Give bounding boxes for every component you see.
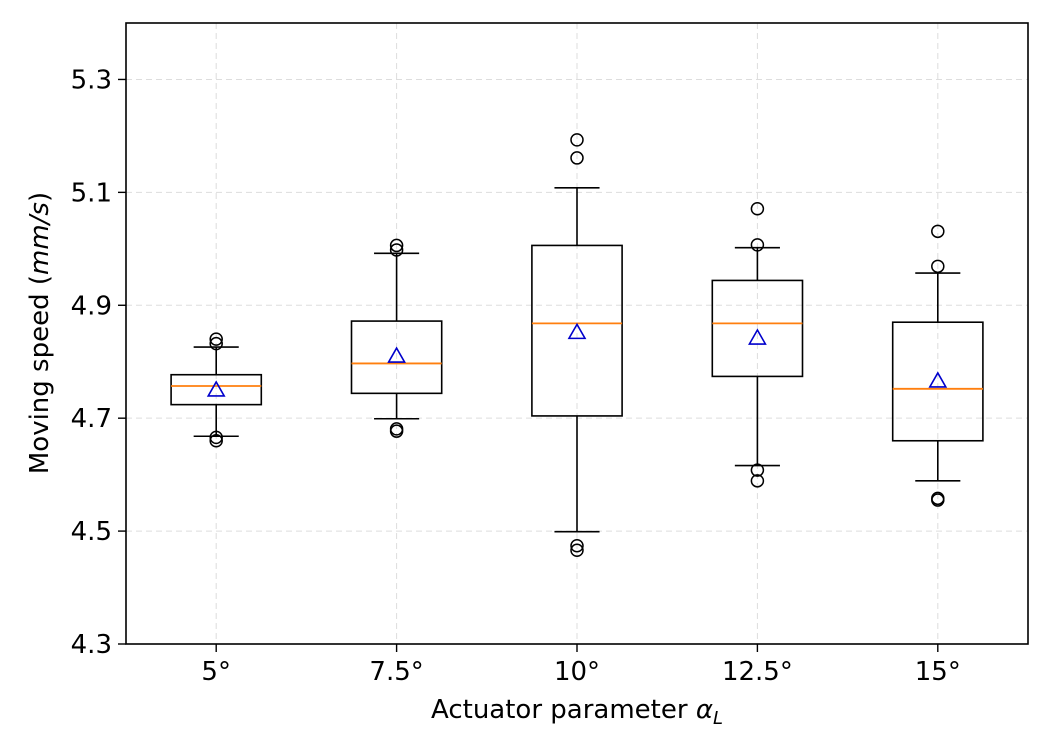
iqr-box	[711, 279, 804, 378]
x-tick-label: 5°	[201, 657, 231, 687]
x-tick-label: 15°	[915, 657, 961, 687]
outlier-point	[389, 238, 404, 253]
outlier-point	[570, 543, 584, 558]
x-axis-label: Actuator parameter αL	[431, 695, 723, 729]
axis-ticks: 4.3 4.5 4.7 4.9 5.1 5.3 5° 7.5° 10° 12.5° 15°	[71, 65, 961, 687]
x-tick-label: 7.5°	[369, 657, 423, 687]
outlier-point	[209, 332, 223, 346]
box-4	[891, 224, 984, 507]
y-tick-label: 4.9	[71, 291, 112, 321]
outlier-point	[209, 434, 223, 448]
iqr-box	[891, 321, 984, 442]
outlier-point	[570, 539, 584, 553]
mean-marker	[567, 322, 587, 340]
outlier-point	[209, 430, 223, 445]
y-tick-label: 4.3	[71, 630, 112, 660]
outlier-point	[931, 224, 945, 239]
outlier-point	[750, 201, 765, 216]
box-1	[350, 238, 443, 438]
y-tick-label: 5.1	[71, 178, 112, 208]
outlier-point	[570, 151, 584, 165]
x-tick-label: 12.5°	[722, 657, 793, 687]
x-tick-label: 10°	[554, 657, 600, 687]
outlier-point	[209, 336, 223, 351]
box-0	[170, 332, 263, 448]
box-2	[531, 133, 623, 558]
outlier-point	[931, 259, 945, 274]
outlier-point	[389, 422, 404, 436]
iqr-box	[350, 320, 443, 395]
outlier-point	[931, 491, 945, 506]
box-series	[170, 133, 984, 558]
outlier-point	[570, 133, 584, 147]
y-axis-label: Moving speed (mm/s)	[25, 192, 55, 474]
y-tick-label: 5.3	[71, 65, 112, 95]
mean-marker	[928, 371, 948, 388]
mean-marker	[387, 346, 406, 363]
y-tick-label: 4.7	[71, 404, 112, 434]
outlier-point	[389, 243, 404, 257]
mean-marker	[748, 328, 767, 345]
iqr-box	[170, 373, 263, 406]
mean-marker	[206, 380, 226, 397]
y-tick-label: 4.5	[71, 517, 112, 547]
outlier-point	[750, 463, 765, 477]
outlier-point	[750, 238, 765, 252]
box-3	[711, 201, 804, 488]
iqr-box	[531, 244, 623, 417]
outlier-point	[750, 474, 765, 488]
